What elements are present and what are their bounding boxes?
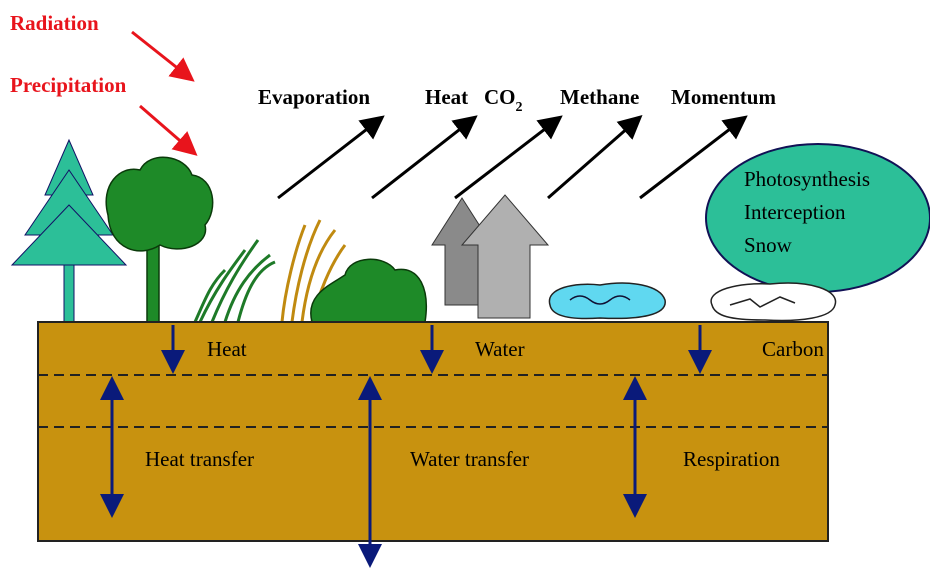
shrub <box>310 258 427 323</box>
deciduous-tree <box>105 156 214 326</box>
pine-tree <box>10 138 128 325</box>
soil-arrows <box>100 325 712 568</box>
flux-label: Methane <box>560 85 639 109</box>
flux-label: Momentum <box>671 85 776 109</box>
soil-process-label: Respiration <box>683 447 780 471</box>
surface-input-label: Water <box>475 337 525 361</box>
flux-label: CO2 <box>484 85 523 115</box>
soil-process-label: Water transfer <box>410 447 529 471</box>
canopy-label: Photosynthesis <box>744 167 870 191</box>
forcing-label: Radiation <box>10 11 99 35</box>
flux-label: Evaporation <box>258 85 370 109</box>
flux-label: Heat <box>425 85 468 109</box>
snow-patch <box>710 282 837 322</box>
canopy-label: Snow <box>744 233 793 257</box>
pond <box>548 282 666 320</box>
gray-arrows <box>431 194 550 319</box>
grass <box>193 239 276 323</box>
flux-arrows <box>277 115 748 200</box>
forcing-label: Precipitation <box>10 73 127 97</box>
soil-layers <box>38 374 828 428</box>
canopy-label: Interception <box>744 200 846 224</box>
soil-process-label: Heat transfer <box>145 447 254 471</box>
surface-input-label: Heat <box>207 337 247 361</box>
surface-input-label: Carbon <box>762 337 824 361</box>
forcing-arrows <box>131 30 198 156</box>
